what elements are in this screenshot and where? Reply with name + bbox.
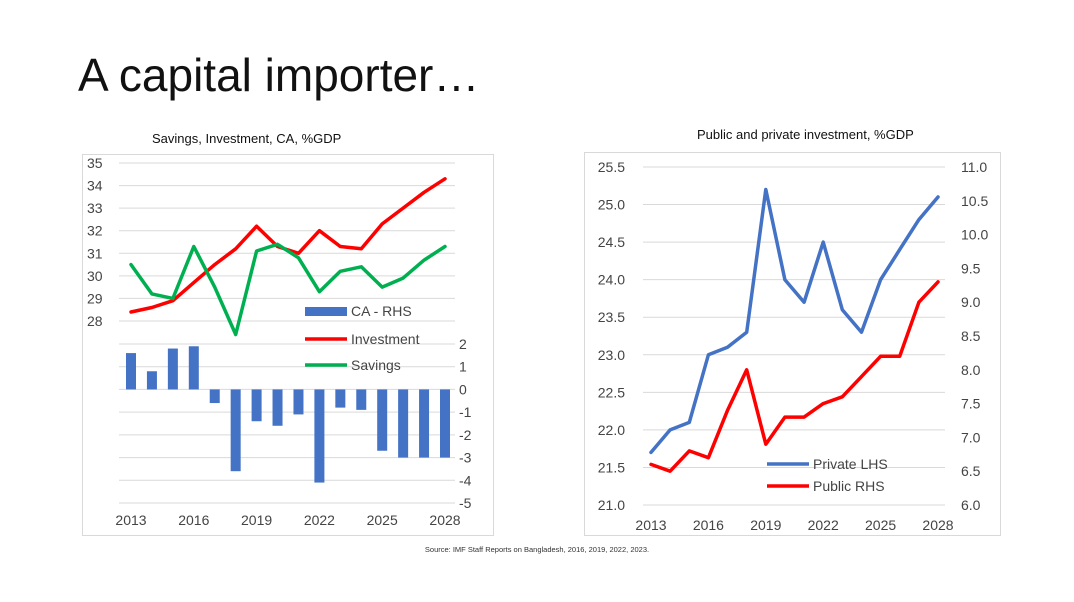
right-y-tick-label: -5 (459, 495, 472, 511)
left-y-tick-label: 35 (87, 155, 103, 171)
right-y-tick-label: 2 (459, 336, 467, 352)
right-right-tick-label: 6.0 (961, 497, 981, 513)
right-x-tick-label: 2019 (750, 517, 781, 533)
right-y-tick-label: -2 (459, 427, 472, 443)
legend-public-label: Public RHS (813, 478, 885, 494)
savings-line (129, 242, 447, 337)
ca-bar (314, 389, 325, 483)
right-x-tick-label: 2025 (865, 517, 896, 533)
ca-bar (419, 389, 430, 458)
ca-bar (126, 353, 136, 390)
left-y-tick-label: 30 (87, 268, 103, 284)
right-y-tick-label: -4 (459, 472, 472, 488)
right-left-tick-label: 24.5 (598, 234, 625, 250)
right-left-tick-label: 23.5 (598, 309, 625, 325)
ca-bar (293, 389, 304, 415)
ca-bar (209, 389, 220, 404)
ca-bar (398, 389, 409, 458)
left-y-tick-label: 34 (87, 178, 103, 194)
right-chart: 25.5 25.0 24.5 24.0 23.5 23.0 22.5 22.0 21.5 21.0… (584, 152, 1001, 536)
ca-bar (440, 389, 450, 458)
right-y-tick-label: 0 (459, 381, 467, 397)
slide-title: A capital importer… (78, 49, 480, 101)
ca-bar (377, 389, 388, 451)
right-right-tick-label: 6.5 (961, 463, 981, 479)
left-y-tick-label: 33 (87, 200, 103, 216)
right-x-tick-label: 2022 (808, 517, 839, 533)
right-right-tick-label: 9.0 (961, 294, 981, 310)
right-left-tick-label: 23.0 (598, 347, 625, 363)
left-x-tick-label: 2013 (115, 512, 146, 528)
right-x-tick-label: 2013 (635, 517, 666, 533)
public-investment-line (649, 280, 940, 473)
left-chart-svg: 35 34 33 32 31 30 29 28 2 1 0 -1 -2 -3 -4 -5 2013 2016 201… (87, 155, 472, 528)
right-right-tick-label: 8.5 (961, 328, 981, 344)
right-x-tick-label: 2016 (693, 517, 724, 533)
left-y-tick-label: 31 (87, 245, 103, 261)
right-left-tick-label: 22.0 (598, 422, 625, 438)
right-left-tick-label: 25.5 (598, 159, 625, 175)
ca-bar (251, 389, 262, 422)
left-x-tick-label: 2025 (367, 512, 398, 528)
ca-bar (230, 389, 241, 472)
right-left-tick-label: 25.0 (598, 197, 625, 213)
investment-line (129, 177, 447, 314)
left-y-tick-label: 29 (87, 290, 103, 306)
left-y-tick-label: 28 (87, 313, 103, 329)
right-left-tick-label: 24.0 (598, 272, 625, 288)
left-x-tick-label: 2016 (178, 512, 209, 528)
left-x-tick-label: 2022 (304, 512, 335, 528)
right-right-tick-label: 8.0 (961, 362, 981, 378)
right-right-tick-label: 7.5 (961, 396, 981, 412)
left-chart: 35 34 33 32 31 30 29 28 2 1 0 -1 -2 -3 -4 -5 2013 2016 201… (82, 154, 494, 536)
legend-investment-label: Investment (351, 331, 420, 347)
right-right-tick-label: 10.5 (961, 193, 988, 209)
ca-bar (272, 389, 283, 426)
left-chart-title: Savings, Investment, CA, %GDP (152, 131, 342, 146)
legend-ca-label: CA - RHS (351, 303, 412, 319)
right-left-tick-label: 21.5 (598, 459, 625, 475)
right-y-tick-label: 1 (459, 359, 467, 375)
right-left-tick-label: 22.5 (598, 384, 625, 400)
right-right-tick-label: 9.5 (961, 260, 981, 276)
left-x-tick-label: 2028 (429, 512, 460, 528)
ca-bar (188, 346, 199, 390)
right-y-tick-label: -3 (459, 450, 472, 466)
right-y-tick-label: -1 (459, 404, 472, 420)
legend-ca-swatch (305, 307, 347, 316)
right-left-tick-label: 21.0 (598, 497, 625, 513)
ca-bar (356, 389, 367, 410)
legend-private-label: Private LHS (813, 456, 888, 472)
right-chart-title: Public and private investment, %GDP (697, 127, 914, 142)
ca-bar (335, 389, 346, 408)
left-x-tick-label: 2019 (241, 512, 272, 528)
source-note: Source: IMF Staff Reports on Bangladesh,… (424, 545, 650, 554)
ca-bar (146, 371, 157, 390)
left-y-tick-label: 32 (87, 223, 103, 239)
right-right-tick-label: 11.0 (961, 159, 987, 175)
right-right-tick-label: 10.0 (961, 227, 988, 243)
right-right-tick-label: 7.0 (961, 429, 981, 445)
legend-savings-label: Savings (351, 357, 401, 373)
ca-bar (167, 348, 178, 390)
private-investment-line (649, 187, 940, 455)
right-x-tick-label: 2028 (922, 517, 953, 533)
right-chart-svg: 25.5 25.0 24.5 24.0 23.5 23.0 22.5 22.0 21.5 21.0… (598, 159, 989, 533)
